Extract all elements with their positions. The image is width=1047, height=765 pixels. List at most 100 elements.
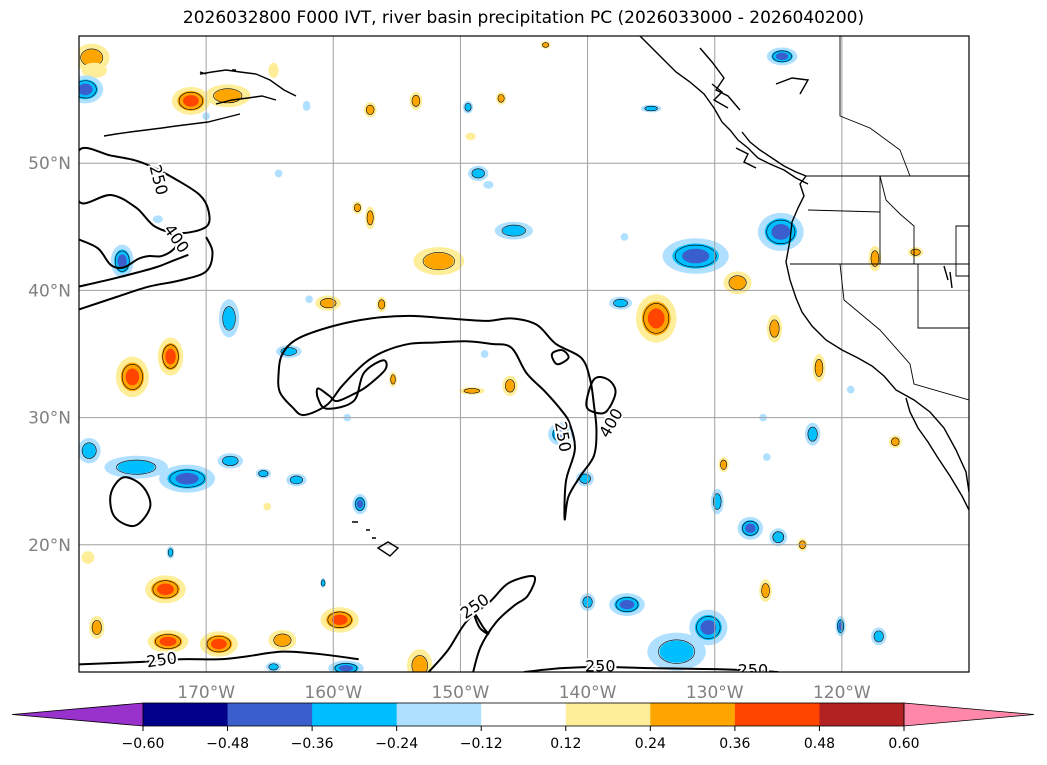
precip-blob-outline-56 xyxy=(354,497,366,511)
lon-tick-label: 140°W xyxy=(559,683,617,703)
precip-blob-85-level-1 xyxy=(412,655,428,672)
precip-blob-52-level-2 xyxy=(175,472,199,485)
precip-blob-outline-68 xyxy=(167,548,174,557)
precip-blob-20-level-1 xyxy=(367,211,374,225)
precip-blob-outline-64 xyxy=(891,437,900,447)
precip-blob-outline-82 xyxy=(761,583,770,598)
precip-blob-80-level-2 xyxy=(700,620,717,635)
ivt-contour-400-8 xyxy=(109,476,152,528)
colorbar-segment-2 xyxy=(312,703,398,726)
colorbar-segment-5 xyxy=(565,703,651,726)
ivt-contour-400-7 xyxy=(315,359,388,410)
precip-blob-outline-27 xyxy=(766,219,796,245)
precip-blob-44-level-1 xyxy=(505,379,515,392)
state-borders xyxy=(790,36,969,401)
ivt-contour-250-12 xyxy=(523,665,779,672)
precip-blob-6-level-0 xyxy=(302,100,311,112)
precip-blob-outline-76 xyxy=(334,663,358,672)
precip-blob-10-level-0 xyxy=(465,132,476,141)
precip-blob-79-level-2 xyxy=(619,599,635,610)
precip-blob-45-level-1 xyxy=(815,359,823,377)
precip-blob-62-level-1 xyxy=(808,427,818,441)
graticule xyxy=(79,36,969,672)
precip-blob-outline-55 xyxy=(289,475,304,485)
precip-blob-outline-16 xyxy=(471,168,485,179)
precip-blob-5-level-0 xyxy=(268,62,279,78)
precip-blob-outline-9 xyxy=(464,102,472,112)
precip-blob-outline-8 xyxy=(411,95,421,107)
colorbar-extend-low xyxy=(11,702,144,727)
precip-blob-51-level-1 xyxy=(117,460,155,474)
coastlines xyxy=(103,36,969,557)
precip-blob-63-level-0 xyxy=(763,453,771,461)
precip-blob-outline-72 xyxy=(91,620,102,635)
precip-blob-49-level-2 xyxy=(555,429,567,439)
precip-blob-17-level-0 xyxy=(483,181,494,189)
lat-tick-label: 20°N xyxy=(28,536,71,556)
precip-blob-16-level-1 xyxy=(472,168,485,178)
ivt-contour-250-9 xyxy=(79,650,359,666)
precip-blob-outline-31 xyxy=(320,298,337,309)
precip-blob-76-level-2 xyxy=(338,665,354,672)
colorbar-tick-label: −0.24 xyxy=(375,736,418,752)
precip-blob-14-level-2 xyxy=(775,52,789,61)
precip-blob-22-level-0 xyxy=(620,233,629,241)
latitude-labels: 20°N 30°N 40°N 50°N xyxy=(28,154,71,556)
colorbar-segment-0 xyxy=(143,703,229,726)
precip-blob-21-level-1 xyxy=(502,225,525,236)
precip-blob-27-level-2 xyxy=(771,224,791,240)
precip-blob-71-level-2 xyxy=(331,614,348,626)
precip-blob-35-level-2 xyxy=(647,308,665,329)
precip-blob-75-level-1 xyxy=(274,634,291,647)
precip-blob-55-level-1 xyxy=(290,476,303,484)
precip-blob-77-level-1 xyxy=(269,663,278,670)
ivt-contour-400-6 xyxy=(550,349,570,366)
colorbar-tick-label: −0.60 xyxy=(122,736,165,752)
precip-blob-72-level-1 xyxy=(92,620,102,635)
precip-blob-outline-69 xyxy=(152,580,179,599)
precip-blob-81-level-1 xyxy=(659,640,694,663)
lon-tick-label: 120°W xyxy=(813,683,871,703)
map-background xyxy=(79,36,969,672)
precip-blob-outline-35 xyxy=(643,303,670,334)
precip-blob-31-level-1 xyxy=(320,298,336,308)
precip-blob-outline-2 xyxy=(79,80,97,99)
colorbar-tick-label: 0.48 xyxy=(804,736,835,752)
ivt-contour-250-10 xyxy=(427,575,536,672)
precip-blob-outline-81 xyxy=(658,639,696,664)
precip-blob-73-level-2 xyxy=(159,636,177,647)
lat-tick-label: 40°N xyxy=(28,281,71,301)
precip-blob-74-level-2 xyxy=(211,638,227,650)
ivt-contour-250-0 xyxy=(79,146,211,235)
precip-blob-outline-65 xyxy=(772,531,785,543)
precip-blob-8-level-1 xyxy=(412,95,420,107)
precip-blob-outline-28 xyxy=(870,250,880,267)
ivt-contour-250-11 xyxy=(472,609,490,635)
precip-blob-outline-14 xyxy=(772,50,792,63)
precip-blob-outline-34 xyxy=(613,298,629,308)
precip-blob-outline-30 xyxy=(222,306,236,331)
precip-blob-61-level-2 xyxy=(745,523,756,533)
ivt-contour-250-1 xyxy=(79,236,214,311)
precip-blob-41-level-0 xyxy=(480,350,489,358)
precip-blob-outline-29 xyxy=(910,248,921,256)
colorbar-segment-6 xyxy=(650,703,736,726)
precip-blob-outline-25 xyxy=(114,250,130,272)
precip-blob-39-level-2 xyxy=(165,348,176,365)
precip-blob-24-level-1 xyxy=(423,252,454,270)
precip-blob-outline-21 xyxy=(501,224,526,237)
precip-blob-outline-4 xyxy=(213,88,243,104)
precip-blob-50-level-1 xyxy=(82,443,96,459)
precip-blob-7-level-1 xyxy=(366,105,374,115)
precip-blob-outline-53 xyxy=(222,455,239,466)
precip-blob-57-level-0 xyxy=(263,502,271,511)
precip-blob-outline-54 xyxy=(258,470,269,478)
ivt-contour-250-3 xyxy=(79,253,189,288)
ivt-contour-250-4 xyxy=(277,314,598,521)
precip-blob-54-level-1 xyxy=(258,470,268,477)
precip-blob-28-level-1 xyxy=(871,251,879,267)
precip-blob-34-level-1 xyxy=(613,299,628,307)
precip-blob-outline-42 xyxy=(390,374,396,385)
precip-blob-outline-26 xyxy=(674,244,717,268)
